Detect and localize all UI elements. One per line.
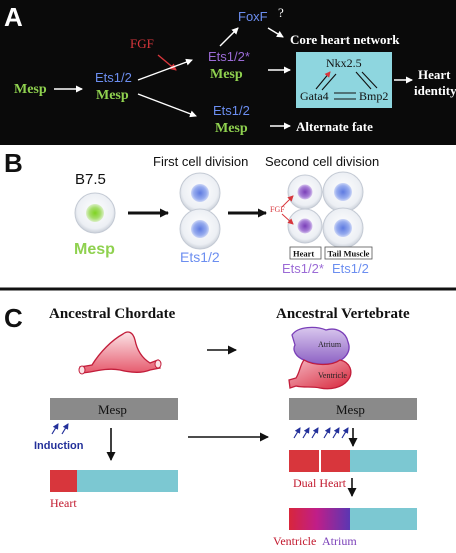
arrow-to-foxf bbox=[219, 27, 239, 47]
arrow-ets-down bbox=[137, 93, 197, 118]
second-div-ets-label: Ets1/2 bbox=[332, 261, 369, 276]
panel-c-label: C bbox=[4, 303, 23, 333]
induction-arrow-right-5 bbox=[332, 427, 340, 439]
alternate-fate-label: Alternate fate bbox=[296, 119, 373, 134]
ets-low-label: Ets1/2 bbox=[213, 103, 250, 118]
bmp-label: Bmp2 bbox=[359, 89, 388, 103]
chordate-tube-end-left bbox=[78, 365, 86, 375]
ventricle-bottom-label: Ventricle bbox=[273, 534, 316, 548]
first-div-nucleus-bottom bbox=[191, 220, 209, 238]
vertebrate-ventricle-label: Ventricle bbox=[318, 371, 347, 380]
induction-arrow-right-2 bbox=[302, 427, 310, 439]
induction-arrow-right-3 bbox=[311, 427, 319, 439]
chordate-heart-tube bbox=[79, 331, 161, 374]
arrow-foxf-to-core bbox=[267, 27, 284, 38]
heart-identity-line2: identity bbox=[414, 83, 456, 98]
induction-arrow-right-1 bbox=[293, 427, 301, 439]
ancestral-vertebrate-title: Ancestral Vertebrate bbox=[276, 306, 410, 322]
arrow-bmp-to-nkx bbox=[361, 71, 378, 89]
second-div-nucleus-br bbox=[334, 219, 352, 237]
panel-b: B B7.5 First cell division Second cell d… bbox=[4, 148, 379, 276]
ets-label: Ets1/2 bbox=[95, 70, 132, 85]
second-div-ets-star-label: Ets1/2* bbox=[282, 261, 324, 276]
heart-box-label: Heart bbox=[293, 249, 314, 259]
second-div-nucleus-tr bbox=[334, 183, 352, 201]
heart-identity-line1: Heart bbox=[418, 67, 451, 82]
dual-heart-red-1 bbox=[289, 450, 319, 472]
arrow-nkx-to-bmp bbox=[355, 71, 372, 90]
gradient-bar-teal bbox=[350, 508, 417, 530]
arrow-ets-up bbox=[137, 58, 193, 81]
b75-label: B7.5 bbox=[75, 171, 106, 188]
second-div-nucleus-tl bbox=[297, 184, 313, 200]
dual-heart-label: Dual Heart bbox=[293, 476, 347, 490]
first-division-label: First cell division bbox=[153, 154, 248, 169]
fgf-arrow-down bbox=[281, 213, 294, 225]
induction-label: Induction bbox=[34, 440, 84, 452]
foxf-label: FoxF bbox=[238, 9, 268, 24]
ets-low-mesp-label: Mesp bbox=[215, 121, 248, 136]
mesp-bar-right bbox=[289, 398, 417, 420]
heart-bar-teal-left bbox=[77, 470, 178, 492]
ets-star-mesp-label: Mesp bbox=[210, 67, 243, 82]
ets-star-label: Ets1/2* bbox=[208, 49, 250, 64]
b75-mesp-label: Mesp bbox=[74, 241, 115, 258]
second-div-fgf-label: FGF bbox=[270, 205, 285, 214]
b75-cell-nucleus bbox=[86, 204, 104, 222]
gata-label: Gata4 bbox=[300, 89, 329, 103]
dual-heart-red-2 bbox=[321, 450, 350, 472]
second-div-nucleus-bl bbox=[297, 218, 313, 234]
mesp-label: Mesp bbox=[14, 82, 47, 97]
gradient-bar-left bbox=[289, 508, 350, 530]
heart-bar-red-left bbox=[50, 470, 77, 492]
tail-muscle-box bbox=[324, 246, 373, 260]
panel-a: A Mesp Ets1/2 Mesp FGF FoxF ? Core heart… bbox=[0, 0, 456, 145]
core-heart-network-label: Core heart network bbox=[290, 32, 400, 47]
fgf-label: FGF bbox=[130, 36, 154, 51]
panel-a-label: A bbox=[4, 2, 23, 32]
second-division-label: Second cell division bbox=[265, 154, 379, 169]
first-div-ets-label: Ets1/2 bbox=[180, 249, 220, 265]
nkx-label: Nkx2.5 bbox=[326, 56, 362, 70]
panel-b-label: B bbox=[4, 148, 23, 178]
ancestral-chordate-title: Ancestral Chordate bbox=[49, 306, 176, 322]
fgf-arrow-up bbox=[281, 195, 294, 208]
tail-muscle-box-label: Tail Muscle bbox=[328, 249, 370, 259]
first-div-nucleus-top bbox=[191, 184, 209, 202]
mesp-bar-left-label: Mesp bbox=[98, 402, 127, 417]
ets-mesp-label: Mesp bbox=[96, 88, 129, 103]
arrow-nkx-to-gata bbox=[321, 73, 337, 91]
vertebrate-atrium-label: Atrium bbox=[318, 340, 342, 349]
question-mark: ? bbox=[278, 5, 284, 20]
dual-heart-teal bbox=[350, 450, 417, 472]
vertebrate-atrium bbox=[291, 326, 350, 365]
atrium-bottom-label: Atrium bbox=[322, 534, 357, 548]
vertebrate-ventricle bbox=[288, 359, 352, 390]
heart-box bbox=[289, 246, 322, 260]
induction-arrow-left-1 bbox=[51, 423, 59, 435]
mesp-bar-right-label: Mesp bbox=[336, 402, 365, 417]
induction-arrow-right-6 bbox=[341, 427, 349, 439]
induction-arrow-left-2 bbox=[61, 423, 69, 435]
chordate-tube-end-right bbox=[154, 359, 162, 369]
heart-label: Heart bbox=[50, 496, 77, 510]
arrow-gata-to-nkx bbox=[315, 71, 331, 90]
induction-arrow-right-4 bbox=[323, 427, 331, 439]
panel-c: C Ancestral Chordate Ancestral Vertebrat… bbox=[4, 303, 417, 548]
mesp-bar-left bbox=[50, 398, 178, 420]
